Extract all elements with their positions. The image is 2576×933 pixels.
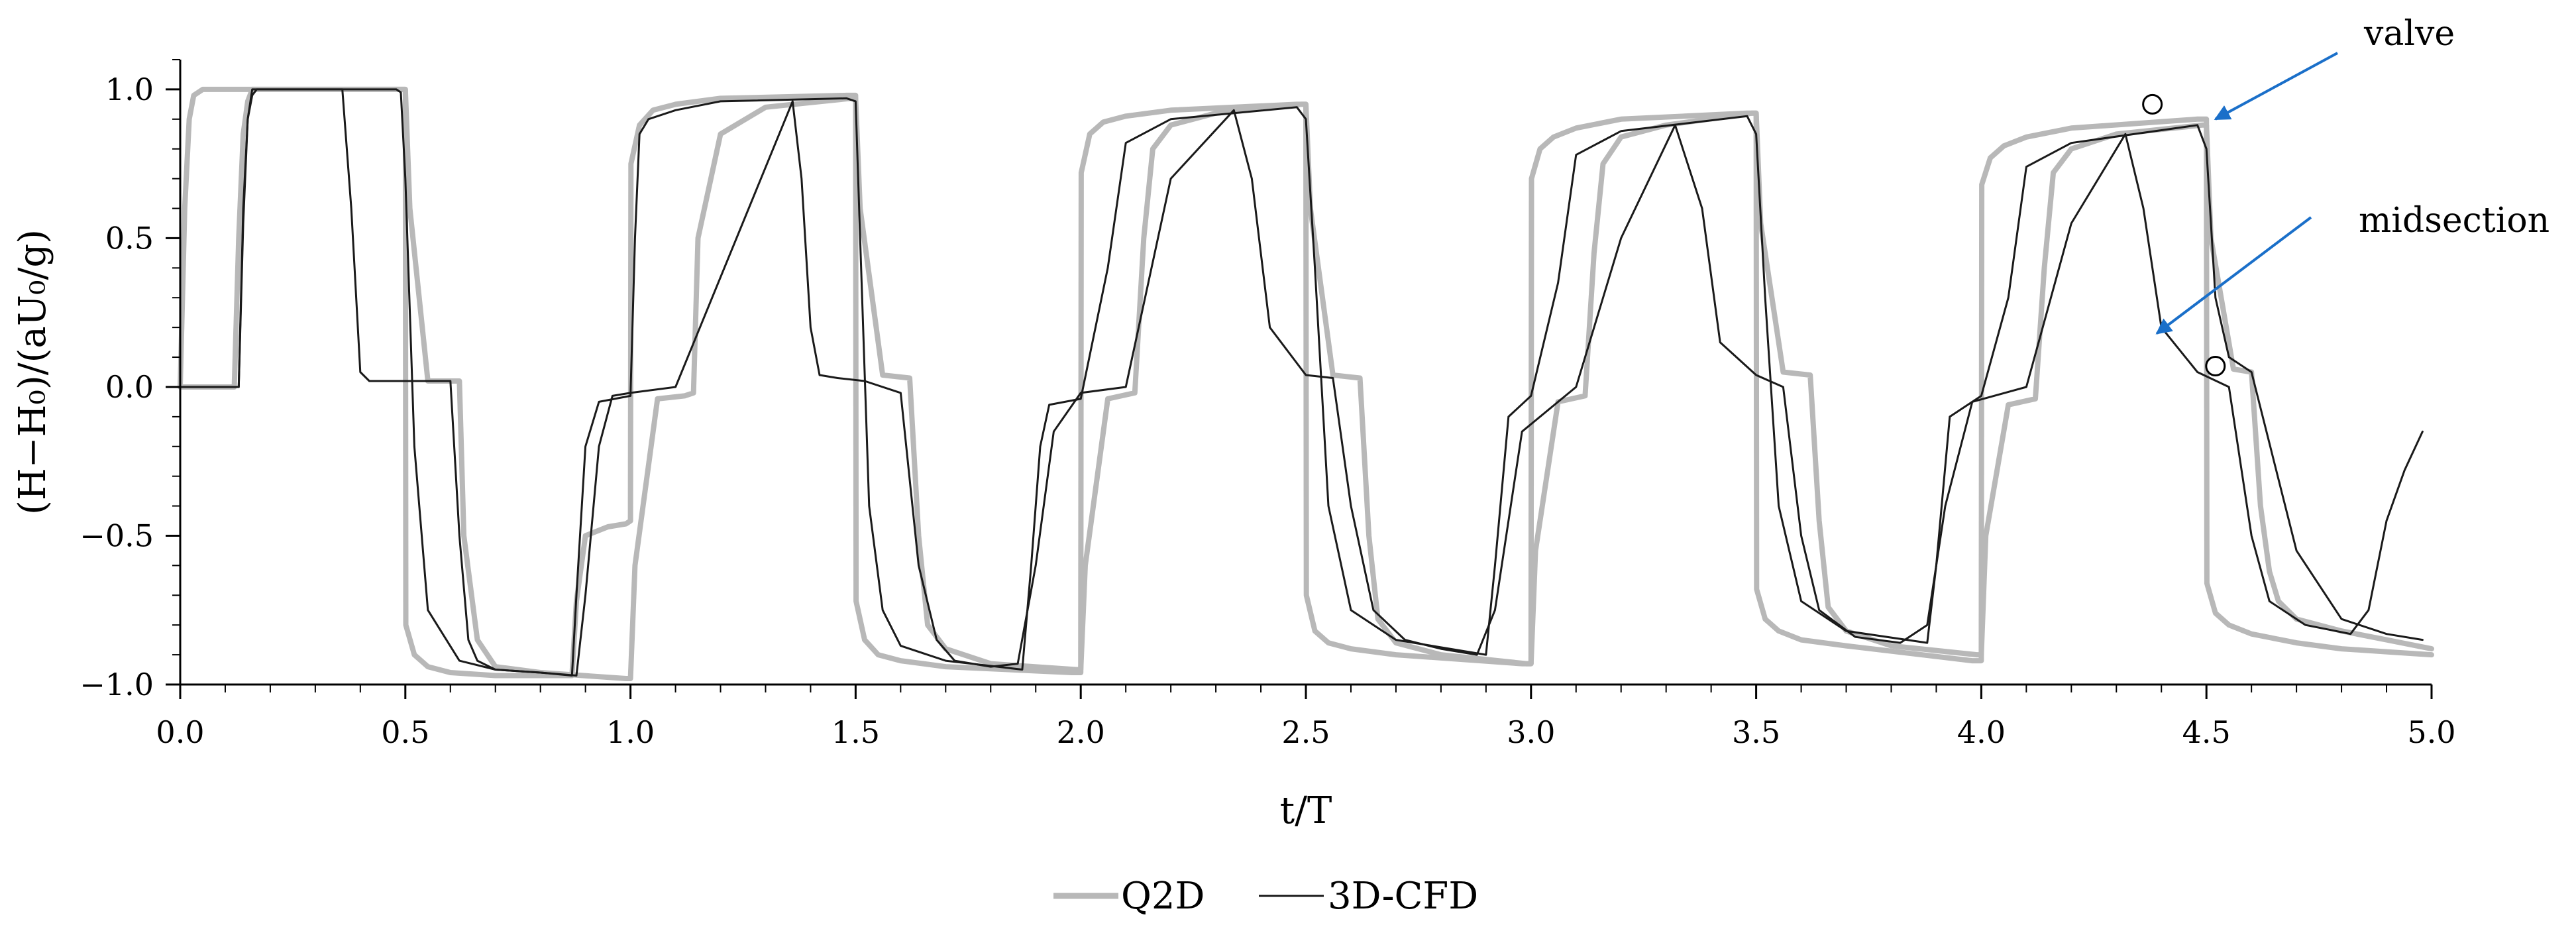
x-tick-label: 2.0 [1057, 714, 1105, 750]
y-tick-label: −0.5 [80, 518, 154, 553]
x-tick-label: 4.5 [2182, 714, 2231, 750]
probe-marker [2142, 93, 2163, 115]
legend: Q2D 3D-CFD [1053, 875, 1478, 918]
series-line-q2d-1 [178, 86, 2434, 681]
x-tick-label: 5.0 [2407, 714, 2455, 750]
x-tick-label: 0.5 [381, 714, 429, 750]
x-tick-label: 1.0 [606, 714, 655, 750]
annotation-arrow-valve [2214, 52, 2338, 121]
y-tick-label: 0.5 [105, 220, 154, 256]
annotation-arrow-midsection [2155, 216, 2312, 335]
annotation-label-midsection: midsection [2359, 201, 2549, 241]
x-tick-label: 0.0 [156, 714, 204, 750]
annotations-layer: valve midsection [2155, 14, 2549, 335]
series-line-q2d-0 [178, 86, 2434, 679]
x-tick-label: 2.5 [1281, 714, 1330, 750]
x-tick-label: 3.0 [1507, 714, 1555, 750]
x-tick-label: 3.5 [1732, 714, 1780, 750]
probe-marker [2205, 356, 2226, 377]
x-axis-title: t/T [1280, 789, 1332, 832]
ticks-layer: 0.0 0.5 1.0 1.5 2.0 2.5 3.0 3.5 4.0 4.5 5.0 1.0 0.5 0… [80, 59, 2456, 750]
series-line-3d-cfd-0 [179, 88, 2424, 677]
x-tick-label: 4.0 [1957, 714, 2006, 750]
plot-series-layer [178, 86, 2434, 681]
y-tick-label: 1.0 [105, 72, 154, 107]
legend-label-3d-cfd: 3D-CFD [1328, 875, 1478, 918]
y-tick-label: −1.0 [80, 667, 154, 702]
x-tick-label: 1.5 [832, 714, 880, 750]
legend-label-q2d: Q2D [1121, 875, 1205, 918]
annotation-label-valve: valve [2363, 14, 2455, 54]
y-axis-title: (H−H₀)/(aU₀/g) [11, 229, 54, 515]
series-line-3d-cfd-1 [179, 88, 2424, 677]
markers-layer [2142, 93, 2226, 377]
y-tick-label: 0.0 [105, 369, 154, 405]
